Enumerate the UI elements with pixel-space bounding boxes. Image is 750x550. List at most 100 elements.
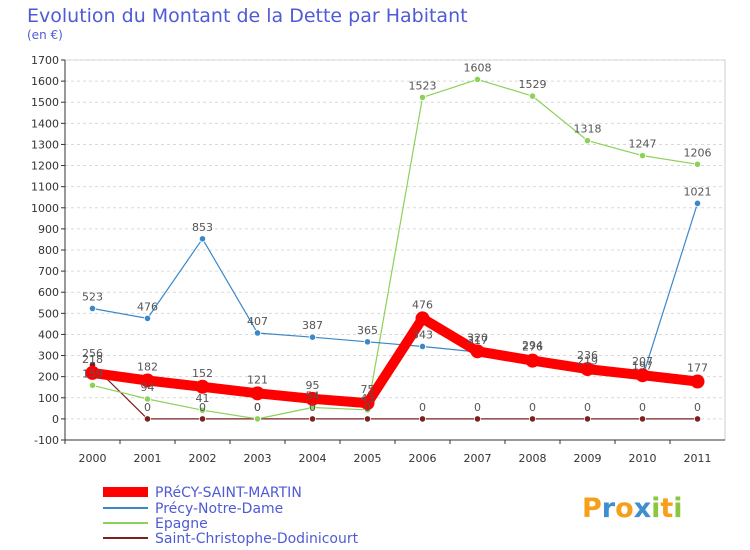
data-label: 152 (192, 367, 213, 380)
data-label: 256 (82, 347, 103, 360)
x-tick-label: 2004 (299, 452, 327, 465)
data-label: 476 (412, 298, 433, 311)
data-point (198, 235, 207, 243)
data-label: 177 (687, 362, 708, 375)
data-point (635, 368, 650, 383)
legend-label: Epagne (155, 516, 208, 532)
data-label: 0 (474, 401, 481, 414)
y-tick-label: 300 (38, 350, 59, 363)
data-point (363, 338, 372, 346)
data-point (418, 415, 427, 423)
data-point (418, 93, 427, 101)
y-tick-label: 600 (38, 286, 59, 299)
data-label: 236 (577, 349, 598, 362)
logo-letter: P (582, 493, 602, 524)
data-label: 43 (361, 392, 375, 405)
x-tick-label: 2011 (684, 452, 712, 465)
data-point (693, 199, 702, 207)
data-label: 0 (254, 401, 261, 414)
logo-letter: x (634, 493, 651, 524)
data-point (693, 160, 702, 168)
y-tick-label: 100 (38, 392, 59, 405)
y-tick-label: 900 (38, 223, 59, 236)
series-group: 218 182 152 121 95 75 476 320 276 236 207 177 523 476… (82, 61, 712, 423)
data-label: 207 (632, 355, 653, 368)
x-tick-label: 2001 (134, 452, 162, 465)
data-label: 0 (419, 401, 426, 414)
x-tick-label: 2006 (409, 452, 437, 465)
chart-subtitle: (en €) (27, 28, 63, 42)
x-tick-label: 2002 (189, 452, 217, 465)
data-label: 0 (144, 401, 151, 414)
y-tick-label: 1500 (31, 96, 59, 109)
data-point (88, 304, 97, 313)
legend-label: Précy-Notre-Dame (155, 501, 283, 517)
y-tick-label: 1200 (31, 160, 59, 173)
data-label: 95 (306, 379, 320, 392)
data-label: 320 (467, 331, 488, 344)
proxiti-logo: Proxiti (582, 493, 683, 524)
y-tick-label: 0 (52, 413, 59, 426)
x-tick-label: 2009 (574, 452, 602, 465)
x-tick-label: 2008 (519, 452, 547, 465)
data-point (528, 415, 537, 423)
data-point (143, 395, 152, 403)
data-point (528, 92, 537, 100)
logo-letter: i (673, 493, 682, 524)
data-label: 159 (82, 367, 103, 380)
data-point (418, 342, 427, 351)
data-label: 94 (141, 381, 155, 394)
data-point (638, 415, 647, 423)
legend: PRéCY-SAINT-MARTINPrécy-Notre-DameEpagne… (103, 485, 359, 547)
data-point (580, 362, 595, 377)
y-tick-label: 1000 (31, 202, 59, 215)
data-label: 1247 (629, 138, 657, 151)
data-point (253, 329, 262, 337)
data-label: 0 (639, 401, 646, 414)
data-label: 219 (577, 355, 598, 368)
data-point (583, 137, 592, 145)
data-point (360, 396, 375, 411)
logo-letter: r (602, 493, 616, 524)
data-label: 75 (361, 383, 375, 396)
data-label: 182 (137, 360, 158, 373)
y-tick-label: 500 (38, 307, 59, 320)
y-tick-label: 200 (38, 371, 59, 384)
data-point (473, 415, 482, 423)
logo-letter: i (651, 493, 660, 524)
data-label: 0 (694, 401, 701, 414)
data-label: 1206 (684, 146, 712, 159)
series-line (87, 313, 703, 409)
data-label: 1318 (574, 123, 602, 136)
data-point (198, 406, 207, 414)
data-label: 41 (196, 392, 210, 405)
y-tick-label: 800 (38, 244, 59, 257)
data-label: 365 (357, 324, 378, 337)
data-point (690, 374, 705, 389)
y-tick-label: -100 (34, 434, 59, 447)
data-label: 0 (529, 401, 536, 414)
data-point (308, 415, 317, 423)
data-point (253, 415, 262, 423)
y-tick-label: 1700 (31, 54, 59, 67)
data-label: 218 (82, 353, 103, 366)
data-label: 0 (254, 401, 261, 414)
data-point (305, 391, 320, 406)
chart-title: Evolution du Montant de la Dette par Hab… (27, 5, 468, 27)
data-point (583, 415, 592, 423)
x-tick-label: 2003 (244, 452, 272, 465)
series-3 (88, 361, 702, 423)
x-tick-label: 2007 (464, 452, 492, 465)
data-label: 0 (199, 401, 206, 414)
data-point (363, 415, 372, 423)
legend-label: Saint-Christophe-Dodinicourt (155, 531, 359, 547)
logo-letter: o (615, 493, 634, 524)
series-0 (85, 311, 705, 411)
data-point (85, 365, 100, 380)
data-point (525, 353, 540, 368)
y-tick-label: 1600 (31, 75, 59, 88)
x-tick-label: 2010 (629, 452, 657, 465)
data-label: 54 (306, 389, 320, 402)
series-2 (88, 75, 702, 423)
